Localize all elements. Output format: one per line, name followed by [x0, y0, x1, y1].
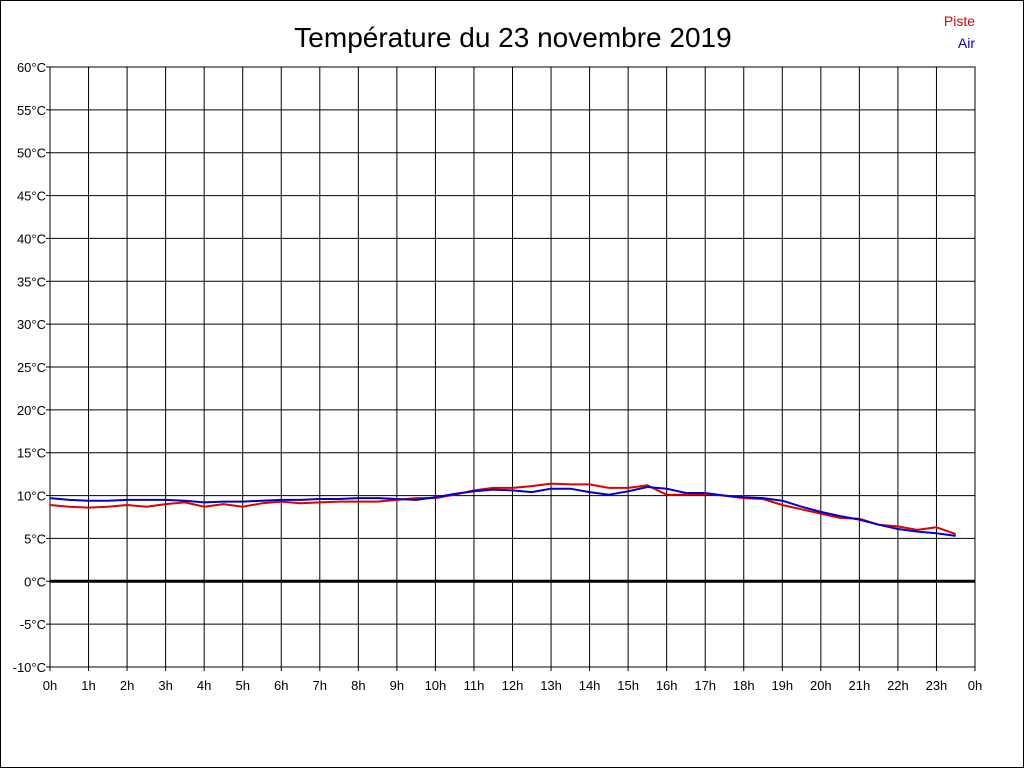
x-tick-label: 3h [158, 678, 172, 693]
x-tick-label: 10h [425, 678, 447, 693]
x-tick-label: 21h [849, 678, 871, 693]
x-tick-label: 14h [579, 678, 601, 693]
y-tick-label: 25°C [17, 360, 46, 375]
x-tick-label: 23h [926, 678, 948, 693]
x-tick-label: 15h [617, 678, 639, 693]
y-tick-label: 40°C [17, 231, 46, 246]
x-tick-label: 4h [197, 678, 211, 693]
y-tick-label: 45°C [17, 189, 46, 204]
y-tick-label: 55°C [17, 103, 46, 118]
legend-item-piste: Piste [944, 13, 975, 29]
y-tick-label: 15°C [17, 446, 46, 461]
y-tick-label: 50°C [17, 146, 46, 161]
y-tick-label: 10°C [17, 489, 46, 504]
y-tick-label: 60°C [17, 60, 46, 75]
y-axis-ticks: -10°C -5°C 0°C 5°C 10°C 15°C 20°C 25°C 30°C 35°C 4… [13, 60, 46, 675]
y-tick-label: 20°C [17, 403, 46, 418]
x-axis-ticks: 0h 1h 2h 3h 4h 5h 6h 7h 8h 9h 10h 11h 12h 13h 14h 15h 16… [43, 678, 982, 693]
series-lines [49, 482, 957, 537]
legend-label-piste: Piste [943, 13, 975, 29]
y-tick-label: -5°C [20, 617, 46, 632]
x-tick-label: 6h [274, 678, 288, 693]
y-tick-label: 0°C [24, 574, 46, 589]
x-tick-label: 0h [968, 678, 982, 693]
x-tick-label: 22h [887, 678, 909, 693]
grid [46, 66, 976, 671]
x-tick-label: 20h [810, 678, 832, 693]
y-tick-label: -10°C [13, 660, 46, 675]
y-tick-label: 35°C [17, 274, 46, 289]
x-tick-label: 2h [120, 678, 134, 693]
x-tick-label: 0h [43, 678, 57, 693]
x-tick-label: 8h [351, 678, 365, 693]
x-tick-label: 7h [313, 678, 327, 693]
x-tick-label: 1h [81, 678, 95, 693]
x-tick-label: 17h [694, 678, 716, 693]
x-tick-label: 16h [656, 678, 678, 693]
series-line-piste [49, 482, 957, 536]
x-tick-label: 12h [502, 678, 524, 693]
chart-title: Température du 23 novembre 2019 [294, 22, 731, 53]
legend-item-air: Air [958, 35, 975, 51]
x-tick-label: 18h [733, 678, 755, 693]
x-tick-label: 5h [235, 678, 249, 693]
x-tick-label: 9h [390, 678, 404, 693]
y-tick-label: 30°C [17, 317, 46, 332]
y-tick-label: 5°C [24, 531, 46, 546]
x-tick-label: 11h [464, 678, 485, 693]
series-line-air [49, 486, 956, 537]
x-tick-label: 19h [771, 678, 793, 693]
x-tick-label: 13h [540, 678, 562, 693]
legend-label-air: Air [957, 35, 975, 51]
